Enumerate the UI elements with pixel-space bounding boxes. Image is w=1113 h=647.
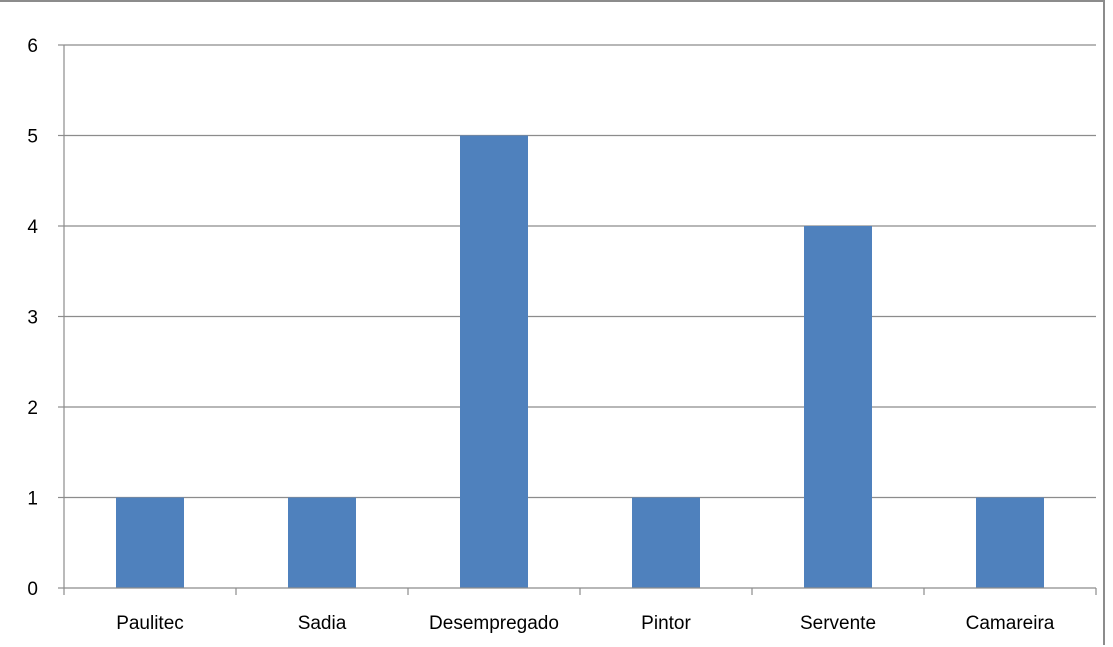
y-tick-label-2: 2 xyxy=(27,398,38,419)
y-tick-label-3: 3 xyxy=(27,308,38,329)
bar-desempregado xyxy=(460,135,528,588)
axes xyxy=(58,44,1097,595)
y-tick-label-6: 6 xyxy=(27,36,38,57)
y-tick-label-5: 5 xyxy=(27,127,38,148)
bar-pintor xyxy=(632,497,700,588)
bar-camareira xyxy=(976,497,1044,588)
bar-servente xyxy=(804,226,872,588)
x-tick-label-sadia: Sadia xyxy=(298,613,347,634)
gridlines xyxy=(64,44,1096,499)
y-tick-label-4: 4 xyxy=(27,217,38,238)
bar-paulitec xyxy=(116,497,184,588)
bars xyxy=(116,135,1044,588)
x-tick-label-pintor: Pintor xyxy=(641,613,691,634)
x-tick-label-paulitec: Paulitec xyxy=(116,613,184,634)
tick-labels: 0 1 2 3 4 5 6 Paulitec Sadia Desempregado Pintor Se… xyxy=(27,36,1054,634)
y-tick-label-1: 1 xyxy=(27,489,38,510)
x-tick-label-camareira: Camareira xyxy=(966,613,1055,634)
x-tick-label-servente: Servente xyxy=(800,613,876,634)
y-tick-label-0: 0 xyxy=(27,579,38,600)
bar-sadia xyxy=(288,497,356,588)
x-tick-label-desempregado: Desempregado xyxy=(429,613,559,634)
